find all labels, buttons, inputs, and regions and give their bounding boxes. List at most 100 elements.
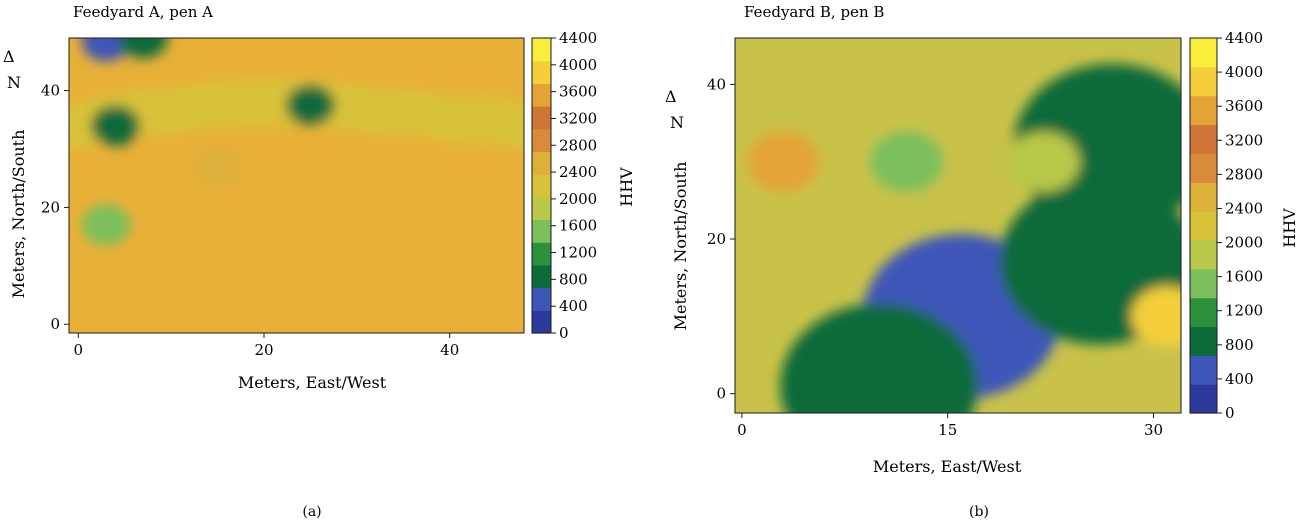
y-tick-label: 0 bbox=[50, 315, 60, 333]
heatmap-cell bbox=[285, 84, 335, 126]
x-tick-label: 0 bbox=[74, 341, 84, 359]
colorbar-segment bbox=[532, 83, 551, 107]
colorbar-segment bbox=[532, 106, 551, 130]
colorbar-segment bbox=[1190, 297, 1217, 328]
north-letter: N bbox=[670, 113, 684, 132]
panel-label: (b) bbox=[969, 504, 989, 520]
colorbar-tick-label: 1200 bbox=[559, 244, 597, 262]
x-tick-label: 30 bbox=[1144, 421, 1163, 439]
colorbar-tick-label: 2000 bbox=[1225, 234, 1263, 252]
colorbar-tick-label: 2800 bbox=[559, 136, 597, 154]
heatmap-cell bbox=[1131, 286, 1181, 347]
colorbar-tick-label: 800 bbox=[1225, 336, 1254, 354]
colorbar-segment bbox=[532, 174, 551, 198]
colorbar-tick-label: 400 bbox=[559, 297, 588, 315]
colorbar-segment bbox=[532, 128, 551, 153]
colorbar-tick-label: 4000 bbox=[559, 56, 597, 74]
north-arrow-symbol: Δ bbox=[3, 47, 15, 66]
colorbar-segment bbox=[532, 310, 551, 334]
colorbar-frame bbox=[1189, 37, 1218, 414]
y-tick-label: 40 bbox=[707, 75, 726, 93]
colorbar-segment bbox=[1190, 384, 1217, 414]
north-arrow-symbol: Δ bbox=[665, 87, 677, 106]
chart-title: Feedyard B, pen B bbox=[744, 3, 884, 21]
axes-b: 0 15 30 0 20 40 bbox=[707, 37, 1182, 439]
colorbar-tick-label: 4400 bbox=[1225, 29, 1263, 47]
colorbar-segment bbox=[1190, 182, 1217, 212]
colorbar-segment bbox=[1190, 326, 1217, 356]
colorbar-segment bbox=[532, 196, 551, 221]
colorbar-segment bbox=[1190, 211, 1217, 241]
plot-frame bbox=[734, 37, 1182, 414]
heatmap-cell bbox=[118, 38, 168, 59]
heatmap-features bbox=[69, 38, 524, 246]
colorbar-segment bbox=[1190, 124, 1217, 154]
colorbar-tick-label: 1600 bbox=[559, 217, 597, 235]
y-tick-label: 20 bbox=[707, 230, 726, 248]
colorbar-tick-label: 1600 bbox=[1225, 268, 1263, 286]
chart-title: Feedyard A, pen A bbox=[73, 3, 213, 21]
y-tick-label: 40 bbox=[41, 82, 60, 100]
colorbar-tick-label: 2000 bbox=[559, 190, 597, 208]
colorbar-b: 0 400 800 1200 1600 2000 2400 2800 3200 3600 4000 4… bbox=[1189, 29, 1263, 422]
north-letter: N bbox=[7, 73, 21, 92]
x-tick-label: 40 bbox=[440, 341, 459, 359]
heatmap-cell bbox=[193, 146, 243, 187]
heatmap-cell bbox=[746, 131, 820, 192]
x-tick-label: 20 bbox=[254, 341, 273, 359]
colorbar-segment bbox=[1190, 66, 1217, 97]
colorbar-label: HHV bbox=[1280, 208, 1299, 248]
colorbar-segment bbox=[532, 60, 551, 84]
heatmap-cell bbox=[780, 303, 978, 413]
y-tick-label: 20 bbox=[41, 198, 60, 216]
colorbar-tick-label: 2400 bbox=[559, 163, 597, 181]
colorbar-label: HHV bbox=[617, 167, 636, 207]
colorbar-segment bbox=[532, 151, 551, 175]
colorbar-tick-label: 4400 bbox=[559, 29, 597, 47]
colorbar-segment bbox=[1190, 95, 1217, 126]
heatmap-cell bbox=[1007, 131, 1080, 192]
heatmap-cell bbox=[81, 38, 131, 62]
colorbar-tick-label: 3600 bbox=[1225, 97, 1263, 115]
plot-frame bbox=[68, 37, 525, 334]
colorbar-segment bbox=[1190, 355, 1217, 385]
colorbar-segment bbox=[1190, 268, 1217, 299]
colorbar-tick-label: 3200 bbox=[1225, 131, 1263, 149]
colorbar-tick-label: 1200 bbox=[1225, 302, 1263, 320]
colorbar-segment bbox=[1190, 38, 1217, 68]
colorbar-tick-label: 400 bbox=[1225, 370, 1254, 388]
heatmap-features bbox=[746, 63, 1181, 413]
colorbar-tick-label: 4000 bbox=[1225, 63, 1263, 81]
colorbar-tick-label: 0 bbox=[559, 324, 569, 342]
colorbar-segment bbox=[532, 219, 551, 243]
colorbar-frame bbox=[531, 37, 552, 334]
x-axis-label: Meters, East/West bbox=[238, 373, 387, 392]
colorbar-segment bbox=[532, 264, 551, 289]
heatmap-b bbox=[735, 38, 1181, 413]
colorbar-a: 0 400 800 1200 1600 2000 2400 2800 3200 3600 4000 4… bbox=[531, 29, 597, 342]
colorbar-segment bbox=[532, 38, 551, 62]
heatmap-cell bbox=[870, 131, 943, 192]
colorbar-tick-label: 0 bbox=[1225, 404, 1235, 422]
colorbar-tick-label: 800 bbox=[559, 270, 588, 288]
colorbar-tick-label: 3600 bbox=[559, 83, 597, 101]
x-axis-label: Meters, East/West bbox=[873, 457, 1022, 476]
colorbar-segment bbox=[532, 287, 551, 311]
heatmap-cell bbox=[462, 93, 512, 135]
x-tick-label: 15 bbox=[938, 421, 957, 439]
x-tick-label: 0 bbox=[737, 421, 747, 439]
y-axis-label: Meters, North/South bbox=[671, 162, 690, 331]
colorbar-segment bbox=[532, 242, 551, 266]
axes-a: 0 20 40 0 20 40 bbox=[41, 37, 525, 359]
panel-label: (a) bbox=[302, 504, 321, 520]
colorbar-segment bbox=[1190, 239, 1217, 270]
colorbar-segment bbox=[1190, 153, 1217, 183]
y-axis-label: Meters, North/South bbox=[9, 130, 28, 299]
colorbar-tick-label: 3200 bbox=[559, 109, 597, 127]
panel-b: Feedyard B, pen B 0 15 30 0 20 40 Δ N Meters,… bbox=[665, 3, 1299, 520]
y-tick-label: 0 bbox=[716, 385, 726, 403]
colorbar-tick-label: 2400 bbox=[1225, 199, 1263, 217]
colorbar-tick-label: 2800 bbox=[1225, 165, 1263, 183]
heatmap-cell bbox=[90, 105, 140, 147]
